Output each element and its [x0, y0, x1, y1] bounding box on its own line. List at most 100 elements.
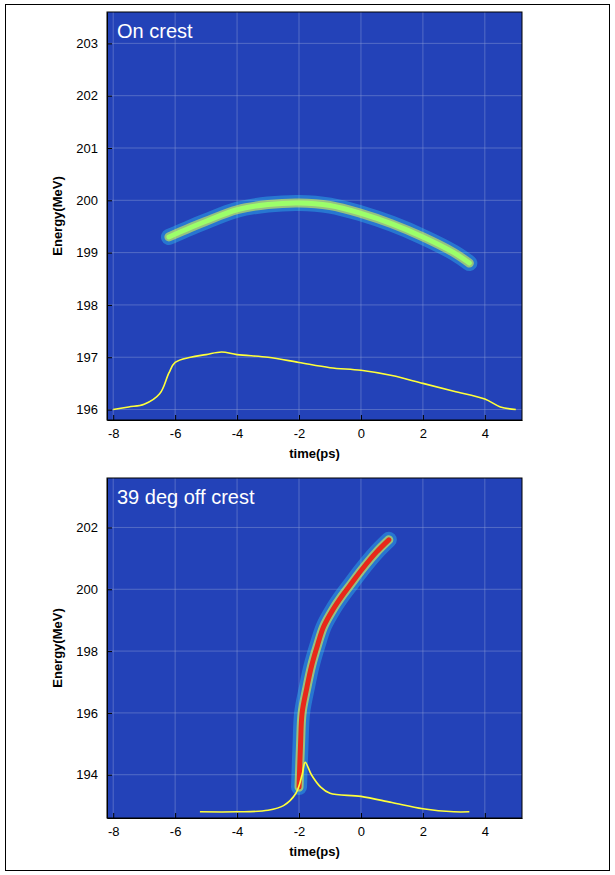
grid-line-x: [113, 12, 114, 420]
y-tick-label: 200: [76, 193, 98, 208]
x-tick: 2: [420, 415, 427, 441]
plot-background: [107, 478, 522, 818]
x-tick-label: -2: [294, 824, 306, 839]
x-tick: -2: [294, 813, 306, 839]
x-tick-label: 0: [358, 426, 365, 441]
x-axis-line: [108, 420, 523, 421]
band-halo: [299, 540, 389, 787]
figure: -8-6-4-2024196197198199200201202203time(…: [0, 0, 615, 875]
x-tick-label: -4: [232, 426, 244, 441]
band: [299, 540, 389, 787]
x-tick-mark: [485, 813, 486, 818]
grid-line-y: [107, 357, 522, 358]
x-axis: -8 -6 -4 -2 0 2 4: [108, 415, 523, 441]
x-tick-mark: [423, 813, 424, 818]
grid-line-x: [175, 478, 176, 818]
band: [169, 203, 469, 263]
grid-line-x: [422, 478, 423, 818]
y-tick-label: 196: [76, 706, 98, 721]
x-tick-mark: [113, 415, 114, 420]
x-tick-mark: [237, 415, 238, 420]
band-glow: [169, 203, 469, 263]
x-axis-line: [108, 818, 523, 819]
panel: -8-6-4-2024194196198200202time(ps)Energy…: [50, 478, 522, 859]
y-tick-mark: [107, 527, 112, 528]
x-tick-label: 4: [482, 824, 489, 839]
x-tick: 4: [482, 415, 489, 441]
band-glow: [299, 540, 389, 787]
marks: [200, 540, 469, 812]
grid-line-y: [107, 712, 522, 713]
profile-line: [200, 762, 469, 812]
y-tick-label: 198: [76, 644, 98, 659]
x-tick-label: -6: [170, 426, 182, 441]
y-tick-mark: [107, 253, 112, 254]
x-tick-mark: [299, 813, 300, 818]
x-axis-title: time(ps): [289, 446, 340, 461]
x-tick-mark: [485, 415, 486, 420]
x-tick-label: -8: [108, 824, 120, 839]
x-tick: 0: [358, 415, 365, 441]
y-tick: 196: [76, 402, 112, 417]
x-tick-mark: [361, 813, 362, 818]
marks: [113, 203, 516, 410]
grid-line-y: [107, 148, 522, 149]
y-tick: 199: [76, 245, 112, 260]
y-tick-mark: [107, 651, 112, 652]
y-tick: 200: [76, 582, 112, 597]
y-axis-line: [107, 13, 108, 421]
grid-line-y: [107, 43, 522, 44]
grid-line-x: [484, 478, 485, 818]
y-axis: 194196198200202: [76, 479, 112, 819]
x-tick-mark: [175, 813, 176, 818]
y-tick: 202: [76, 88, 112, 103]
x-tick-label: -2: [294, 426, 306, 441]
grid-line-y: [107, 409, 522, 410]
plot-frame: [107, 478, 522, 818]
y-tick-label: 202: [76, 520, 98, 535]
x-tick-mark: [237, 813, 238, 818]
y-tick-label: 200: [76, 582, 98, 597]
grid-line-x: [360, 478, 361, 818]
y-tick-label: 203: [76, 36, 98, 51]
x-tick-mark: [423, 415, 424, 420]
y-tick-mark: [107, 200, 112, 201]
y-tick-label: 198: [76, 298, 98, 313]
y-tick-mark: [107, 43, 112, 44]
y-tick: 198: [76, 298, 112, 313]
x-tick: 2: [420, 813, 427, 839]
x-tick-label: 0: [358, 824, 365, 839]
grid-line-x: [237, 478, 238, 818]
x-tick: 0: [358, 813, 365, 839]
grid-line-y: [107, 527, 522, 528]
plot-frame: [107, 12, 522, 420]
x-axis-title: time(ps): [289, 844, 340, 859]
grid-line-y: [107, 589, 522, 590]
grid-line-x: [113, 478, 114, 818]
y-tick: 201: [76, 141, 112, 156]
y-tick-mark: [107, 589, 112, 590]
profile-line: [113, 352, 516, 410]
y-tick: 196: [76, 706, 112, 721]
x-tick: -6: [170, 415, 182, 441]
y-axis: 196197198199200201202203: [76, 13, 112, 421]
x-tick: -8: [108, 813, 120, 839]
figure-frame: [6, 5, 610, 871]
x-tick-label: 4: [482, 426, 489, 441]
grid-line-y: [107, 304, 522, 305]
x-tick-label: -6: [170, 824, 182, 839]
y-tick-label: 202: [76, 88, 98, 103]
x-tick: -2: [294, 415, 306, 441]
y-tick-mark: [107, 357, 112, 358]
grid: [107, 478, 522, 818]
plot-background: [107, 12, 522, 420]
x-tick-mark: [361, 415, 362, 420]
x-tick-label: 2: [420, 824, 427, 839]
panel-title: 39 deg off crest: [117, 486, 255, 508]
y-tick: 200: [76, 193, 112, 208]
x-tick: 4: [482, 813, 489, 839]
y-tick-mark: [107, 96, 112, 97]
x-tick-label: -8: [108, 426, 120, 441]
y-tick-label: 196: [76, 402, 98, 417]
y-axis-line: [107, 479, 108, 819]
